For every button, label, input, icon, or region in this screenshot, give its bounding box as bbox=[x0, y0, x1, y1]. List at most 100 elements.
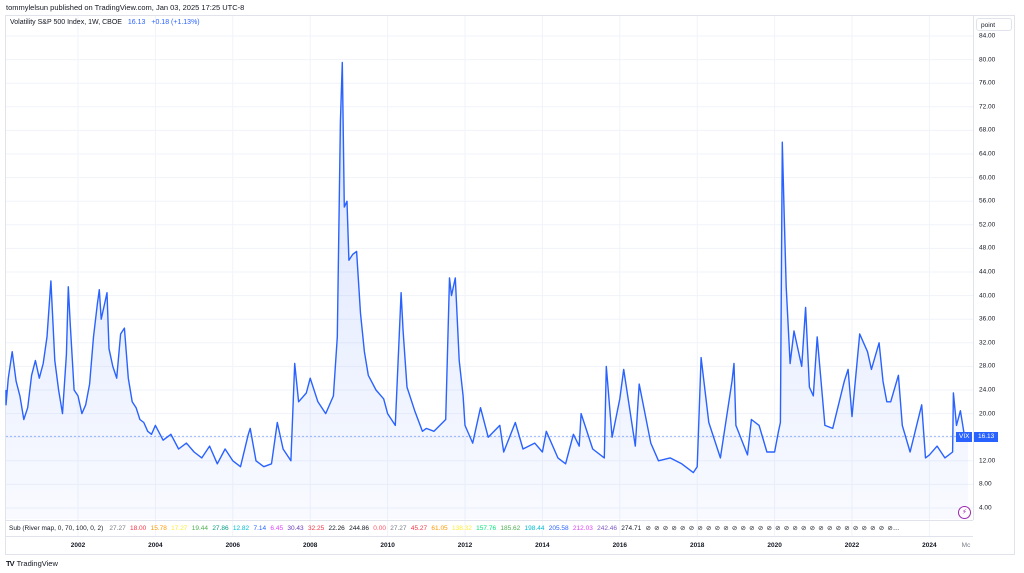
na-value-icon: ⊘ bbox=[645, 525, 651, 532]
time-tick: Mc bbox=[961, 542, 971, 549]
sub-indicator-value: 212.03 bbox=[572, 525, 593, 532]
sub-indicator-value: 157.76 bbox=[476, 525, 497, 532]
na-value-icon: ⊘ bbox=[818, 525, 824, 532]
sub-indicator-value: 205.58 bbox=[548, 525, 569, 532]
price-tick: 72.00 bbox=[979, 103, 996, 111]
symbol-legend: Volatility S&P 500 Index, 1W, CBOE 16.13… bbox=[10, 19, 200, 26]
sub-indicator-value: 138.32 bbox=[451, 525, 472, 532]
sub-indicator-value: 27.86 bbox=[212, 525, 229, 532]
price-change: +0.18 (+1.13%) bbox=[151, 19, 200, 26]
time-tick: 2002 bbox=[70, 542, 86, 549]
price-tick: 80.00 bbox=[979, 56, 996, 64]
sub-indicator-value: 198.44 bbox=[524, 525, 545, 532]
sub-indicator-value: 12.82 bbox=[232, 525, 250, 532]
na-value-icon: ⊘ bbox=[783, 525, 790, 532]
price-tick: 40.00 bbox=[979, 292, 996, 300]
sub-indicator-value: 27.27 bbox=[109, 525, 126, 532]
symbol-title: Volatility S&P 500 Index, 1W, CBOE bbox=[10, 19, 122, 26]
time-tick: 2010 bbox=[380, 542, 395, 549]
na-value-icon: ⊘ bbox=[731, 525, 738, 532]
time-tick: 2018 bbox=[689, 542, 705, 549]
sub-indicator-value: 19.44 bbox=[191, 525, 209, 532]
na-value-icon: ⊘ bbox=[705, 525, 712, 532]
time-tick: 2024 bbox=[922, 542, 937, 549]
price-tick: 60.00 bbox=[979, 174, 996, 182]
sub-indicator-value: 61.05 bbox=[431, 525, 448, 532]
price-tick: 44.00 bbox=[979, 268, 996, 276]
price-tick: 36.00 bbox=[979, 315, 996, 323]
time-tick: 2008 bbox=[302, 542, 318, 549]
sub-indicator-value: 45.27 bbox=[410, 525, 428, 532]
sub-indicator-value: 7.14 bbox=[253, 525, 267, 532]
na-value-icon: ⊘ bbox=[662, 525, 669, 532]
na-value-icon: ⊘ bbox=[801, 525, 807, 532]
na-value-icon: ⊘ bbox=[826, 525, 833, 532]
sub-indicator-value: 22.26 bbox=[328, 525, 345, 532]
na-value-icon: ⊘ bbox=[697, 525, 703, 532]
na-value-icon: ⊘ bbox=[870, 525, 876, 532]
price-tick: 12.00 bbox=[979, 457, 996, 465]
na-value-icon: ⊘ bbox=[775, 525, 781, 532]
time-tick: 2012 bbox=[457, 542, 473, 549]
na-value-icon: ⊘ bbox=[766, 525, 772, 532]
price-tick: 20.00 bbox=[979, 410, 996, 418]
na-value-icon: ⊘ bbox=[671, 525, 677, 532]
sub-indicator-value: 244.86 bbox=[349, 525, 369, 532]
sub-indicator-value: 6.45 bbox=[270, 525, 284, 532]
na-value-icon: ⊘… bbox=[887, 525, 900, 532]
price-tick: 68.00 bbox=[979, 126, 996, 134]
time-tick: 2016 bbox=[612, 542, 628, 549]
na-value-icon: ⊘ bbox=[852, 525, 859, 532]
price-tick: 84.00 bbox=[979, 32, 996, 40]
chart-frame bbox=[5, 15, 1015, 555]
na-value-icon: ⊘ bbox=[714, 525, 721, 532]
price-tick: 8.00 bbox=[979, 480, 992, 488]
lightning-icon[interactable]: ⚡ bbox=[958, 506, 971, 519]
time-scale[interactable]: 2002 2004 2006 2008 2010 2012 2014 2016 2018 2020… bbox=[5, 536, 973, 556]
sub-indicator-value: 0.00 bbox=[373, 525, 386, 532]
na-value-icon: ⊘ bbox=[844, 525, 850, 532]
na-value-icon: ⊘ bbox=[861, 525, 867, 532]
sub-indicator-value: 15.78 bbox=[150, 525, 167, 532]
price-tick: 32.00 bbox=[979, 339, 996, 347]
time-tick: 2022 bbox=[844, 542, 860, 549]
sub-indicator-value: 27.27 bbox=[390, 525, 407, 532]
price-tick: 48.00 bbox=[979, 244, 996, 252]
na-value-icon: ⊘ bbox=[835, 525, 842, 532]
na-value-icon: ⊘ bbox=[749, 525, 755, 532]
last-value-symbol-label: VIX bbox=[956, 432, 973, 442]
published-by-text: tommylelsun published on TradingView.com… bbox=[6, 3, 245, 12]
series-area-fill bbox=[6, 62, 969, 519]
last-price: 16.13 bbox=[127, 19, 146, 26]
na-value-icon: ⊘ bbox=[688, 525, 695, 532]
na-value-icon: ⊘ bbox=[809, 525, 816, 532]
sub-indicator-value: 17.27 bbox=[171, 525, 188, 532]
price-unit-selector[interactable]: point bbox=[976, 18, 1012, 31]
sub-indicator-pane: Sub (River map, 0, 70, 100, 0, 2) 27.27 1… bbox=[5, 520, 973, 536]
na-value-icon: ⊘ bbox=[654, 525, 660, 532]
time-tick: 2004 bbox=[148, 542, 163, 549]
price-tick: 4.00 bbox=[979, 504, 992, 512]
tradingview-logo: TV TradingView bbox=[6, 559, 58, 568]
sub-indicator-value: 185.62 bbox=[500, 525, 521, 532]
price-tick: 76.00 bbox=[979, 79, 996, 87]
price-tick: 56.00 bbox=[979, 197, 996, 205]
price-tick: 28.00 bbox=[979, 362, 996, 370]
tradingview-logo-icon: TV bbox=[6, 559, 15, 568]
price-tick: 24.00 bbox=[979, 386, 996, 394]
time-tick: 2020 bbox=[767, 542, 782, 549]
sub-indicator-title: Sub (River map, 0, 70, 100, 0, 2) bbox=[9, 525, 104, 532]
sub-indicator-value: 32.25 bbox=[307, 525, 325, 532]
na-value-icon: ⊘ bbox=[680, 525, 686, 532]
time-tick: 2014 bbox=[535, 542, 550, 549]
sub-indicator-value: 18.00 bbox=[130, 525, 147, 532]
na-value-icon: ⊘ bbox=[878, 525, 885, 532]
last-value-price-label: 16.13 bbox=[974, 432, 999, 442]
sub-indicator-value: 274.71 bbox=[621, 525, 642, 532]
na-value-icon: ⊘ bbox=[723, 525, 729, 532]
sub-indicator-value: 30.43 bbox=[287, 525, 304, 532]
price-scale[interactable] bbox=[973, 15, 1016, 520]
na-value-icon: ⊘ bbox=[757, 525, 764, 532]
price-tick: 52.00 bbox=[979, 221, 996, 229]
